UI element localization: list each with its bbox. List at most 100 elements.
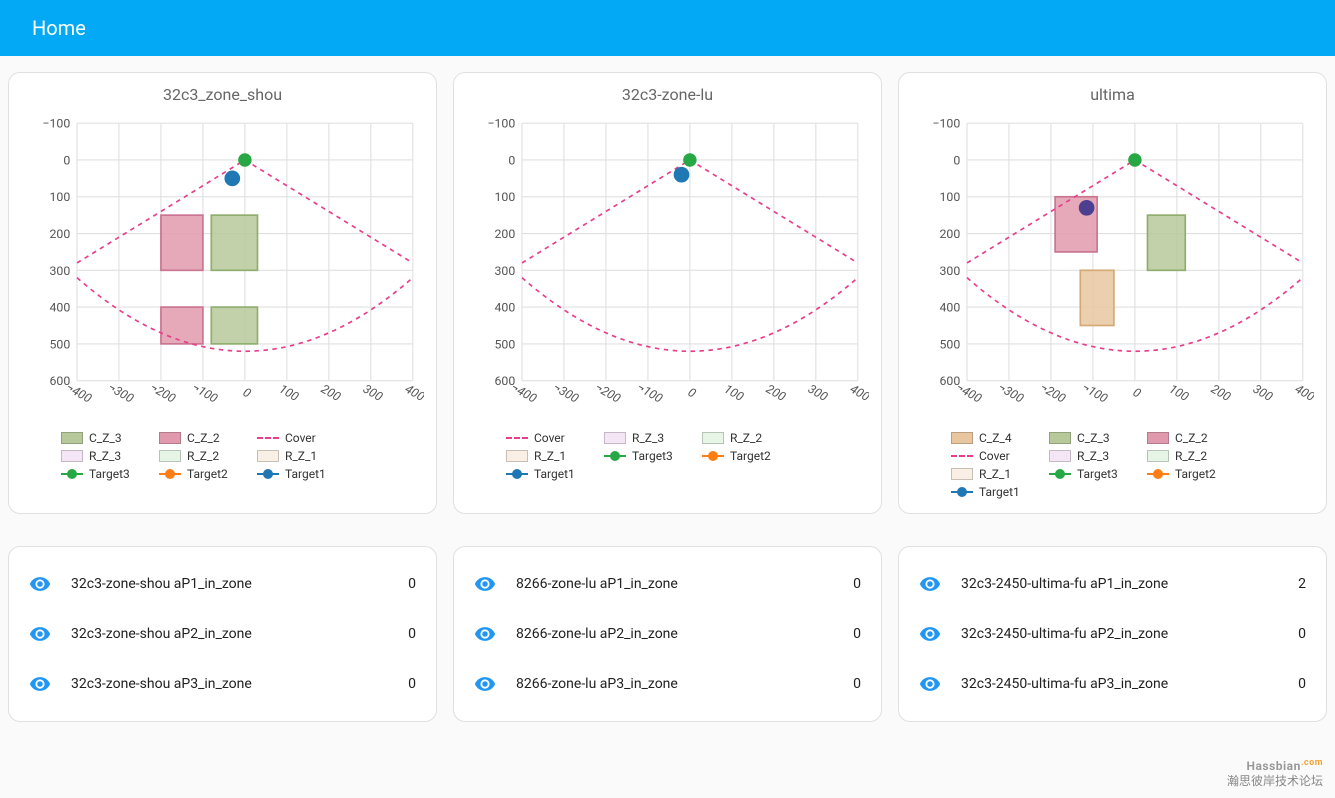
legend-item[interactable]: Target1 xyxy=(257,467,337,481)
zone-C_Z_4[interactable] xyxy=(1080,270,1114,325)
sensor-value: 2 xyxy=(1298,576,1306,592)
sensor-label: 32c3-zone-shou aP1_in_zone xyxy=(71,576,388,592)
target-Target1[interactable] xyxy=(224,171,240,187)
chart-title: ultima xyxy=(911,85,1314,104)
legend-swatch xyxy=(61,473,83,475)
legend-item[interactable]: R_Z_2 xyxy=(159,449,239,463)
svg-text:400: 400 xyxy=(495,302,516,316)
svg-text:300: 300 xyxy=(1250,383,1275,405)
legend-item[interactable]: Target3 xyxy=(1049,467,1129,481)
legend-item[interactable]: C_Z_2 xyxy=(159,431,239,445)
target-Target1[interactable] xyxy=(1079,200,1095,216)
svg-text:¬100: ¬100 xyxy=(189,381,219,407)
legend-item[interactable]: C_Z_3 xyxy=(61,431,141,445)
eye-icon xyxy=(474,673,496,695)
svg-text:¬300: ¬300 xyxy=(550,381,580,407)
legend-item[interactable]: C_Z_2 xyxy=(1147,431,1227,445)
legend-item[interactable]: R_Z_2 xyxy=(1147,449,1227,463)
svg-text:100: 100 xyxy=(495,191,516,205)
sensor-row[interactable]: 32c3-2450-ultima-fu aP2_in_zone0 xyxy=(911,609,1314,659)
chart-title: 32c3_zone_shou xyxy=(21,85,424,104)
legend-item[interactable]: R_Z_3 xyxy=(604,431,684,445)
chart-card[interactable]: ultima−1000100200300400500600¬400¬300¬20… xyxy=(898,72,1327,514)
svg-text:300: 300 xyxy=(50,265,71,279)
legend-swatch xyxy=(257,450,279,462)
legend-item[interactable]: R_Z_1 xyxy=(951,467,1031,481)
target-Target1[interactable] xyxy=(674,167,690,183)
svg-text:0: 0 xyxy=(240,386,253,402)
legend-swatch xyxy=(702,455,724,457)
svg-text:300: 300 xyxy=(805,383,830,405)
sensor-row[interactable]: 8266-zone-lu aP1_in_zone0 xyxy=(466,559,869,609)
zone-C_Z_3[interactable] xyxy=(211,307,257,344)
legend-swatch xyxy=(61,432,83,444)
sensor-label: 8266-zone-lu aP1_in_zone xyxy=(516,576,833,592)
chart-card[interactable]: 32c3-zone-lu−1000100200300400500600¬400¬… xyxy=(453,72,882,514)
legend-swatch xyxy=(951,455,973,457)
legend-item[interactable]: C_Z_4 xyxy=(951,431,1031,445)
sensor-row[interactable]: 32c3-zone-shou aP2_in_zone0 xyxy=(21,609,424,659)
legend-item[interactable]: C_Z_3 xyxy=(1049,431,1129,445)
legend-swatch xyxy=(1147,432,1169,444)
zone-C_Z_2[interactable] xyxy=(161,307,203,344)
legend-item[interactable]: R_Z_1 xyxy=(506,449,586,463)
sensor-row[interactable]: 32c3-2450-ultima-fu aP1_in_zone2 xyxy=(911,559,1314,609)
legend-label: R_Z_2 xyxy=(1175,449,1207,463)
legend-item[interactable]: Target2 xyxy=(1147,467,1227,481)
legend-label: Target1 xyxy=(285,467,326,481)
svg-text:100: 100 xyxy=(940,191,961,205)
svg-text:500: 500 xyxy=(940,338,961,352)
svg-text:200: 200 xyxy=(940,228,961,242)
legend-item[interactable]: Target3 xyxy=(61,467,141,481)
legend-item[interactable]: R_Z_3 xyxy=(61,449,141,463)
zone-C_Z_3[interactable] xyxy=(211,215,257,270)
svg-text:400: 400 xyxy=(940,302,961,316)
zone-chart[interactable]: −1000100200300400500600¬400¬300¬200¬1000… xyxy=(21,112,424,425)
legend-item[interactable]: Target2 xyxy=(159,467,239,481)
legend-item[interactable]: Target3 xyxy=(604,449,684,463)
svg-text:¬300: ¬300 xyxy=(105,381,135,407)
zone-chart[interactable]: −1000100200300400500600¬400¬300¬200¬1000… xyxy=(466,112,869,425)
sensor-value: 0 xyxy=(1298,676,1306,692)
svg-text:¬200: ¬200 xyxy=(147,381,177,407)
legend-item[interactable]: Target2 xyxy=(702,449,782,463)
sensor-row[interactable]: 32c3-zone-shou aP3_in_zone0 xyxy=(21,659,424,709)
sensor-card: 32c3-zone-shou aP1_in_zone0 32c3-zone-sh… xyxy=(8,546,437,722)
zone-C_Z_2[interactable] xyxy=(161,215,203,270)
sensor-value: 0 xyxy=(408,626,416,642)
chart-legend: C_Z_3 C_Z_2 Cover R_Z_3 R_Z_2 R_Z_1 Target3 Tar… xyxy=(21,425,424,483)
legend-item[interactable]: R_Z_1 xyxy=(257,449,337,463)
svg-text:300: 300 xyxy=(360,383,385,405)
eye-icon xyxy=(919,673,941,695)
origin-dot xyxy=(683,153,696,166)
zone-chart[interactable]: −1000100200300400500600¬400¬300¬200¬1000… xyxy=(911,112,1314,425)
legend-label: C_Z_2 xyxy=(1175,431,1208,445)
svg-text:200: 200 xyxy=(495,228,516,242)
legend-item[interactable]: R_Z_2 xyxy=(702,431,782,445)
legend-item[interactable]: Target1 xyxy=(506,467,586,481)
legend-label: Cover xyxy=(534,431,565,445)
legend-item[interactable]: R_Z_3 xyxy=(1049,449,1129,463)
eye-icon xyxy=(29,623,51,645)
svg-text:¬200: ¬200 xyxy=(592,381,622,407)
sensor-value: 0 xyxy=(853,626,861,642)
legend-label: R_Z_1 xyxy=(285,449,317,463)
sensor-row[interactable]: 32c3-zone-shou aP1_in_zone0 xyxy=(21,559,424,609)
charts-grid: 32c3_zone_shou−1000100200300400500600¬40… xyxy=(0,56,1335,530)
legend-item[interactable]: Cover xyxy=(506,431,586,445)
eye-icon xyxy=(474,573,496,595)
zone-C_Z_3[interactable] xyxy=(1147,215,1185,270)
sensor-row[interactable]: 8266-zone-lu aP3_in_zone0 xyxy=(466,659,869,709)
legend-item[interactable]: Cover xyxy=(951,449,1031,463)
svg-text:300: 300 xyxy=(495,265,516,279)
sensor-row[interactable]: 8266-zone-lu aP2_in_zone 0 xyxy=(466,609,869,659)
svg-text:400: 400 xyxy=(402,383,424,405)
legend-item[interactable]: Cover xyxy=(257,431,337,445)
legend-label: Target3 xyxy=(632,449,673,463)
sensor-row[interactable]: 32c3-2450-ultima-fu aP3_in_zone0 xyxy=(911,659,1314,709)
legend-swatch xyxy=(1147,450,1169,462)
chart-card[interactable]: 32c3_zone_shou−1000100200300400500600¬40… xyxy=(8,72,437,514)
svg-text:200: 200 xyxy=(318,383,343,405)
legend-item[interactable]: Target1 xyxy=(951,485,1031,499)
sensor-label: 8266-zone-lu aP2_in_zone xyxy=(516,626,833,642)
